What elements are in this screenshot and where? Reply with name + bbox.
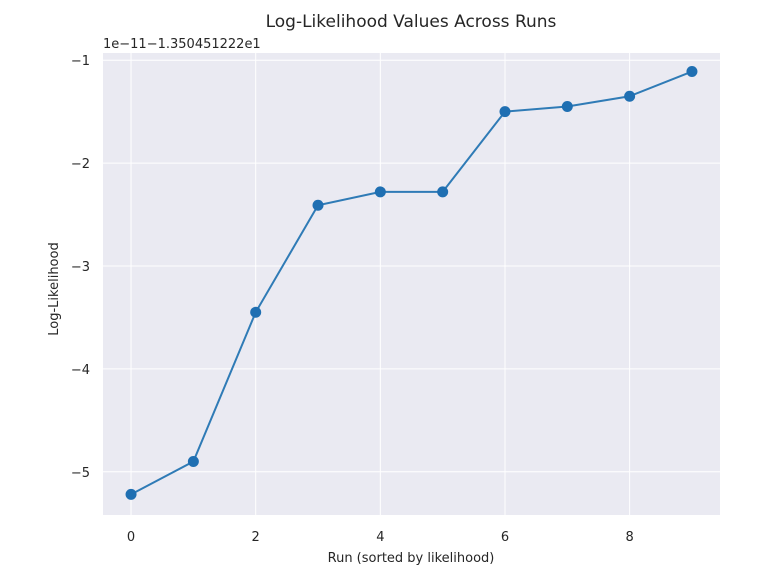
series-line <box>130 70 693 496</box>
data-point <box>187 455 199 467</box>
series-line-path <box>130 70 693 496</box>
data-point <box>499 106 511 118</box>
y-tick-label: −3 <box>71 260 90 275</box>
x-tick-label: 6 <box>501 530 509 545</box>
y-tick-label: −4 <box>71 363 90 378</box>
plot-area <box>103 53 720 515</box>
data-point <box>437 186 449 198</box>
y-axis-ticks: −5 −4 −3 −2 −1 <box>71 54 90 481</box>
x-axis-ticks: 0 2 4 6 8 <box>127 530 634 545</box>
data-point <box>312 199 324 211</box>
data-point <box>561 101 573 113</box>
x-axis-label: Run (sorted by likelihood) <box>328 551 495 566</box>
x-tick-label: 0 <box>127 530 135 545</box>
data-point <box>624 90 636 102</box>
y-tick-label: −1 <box>71 54 90 69</box>
x-tick-label: 2 <box>252 530 260 545</box>
data-point <box>374 186 386 198</box>
y-offset-label: 1e−11−1.350451222e1 <box>103 37 261 52</box>
x-tick-label: 4 <box>376 530 384 545</box>
data-point <box>686 66 698 78</box>
data-point <box>250 306 262 318</box>
y-axis-label: Log-Likelihood <box>47 242 62 335</box>
y-tick-label: −2 <box>71 157 90 172</box>
grid-lines <box>103 53 720 515</box>
data-markers <box>125 66 698 500</box>
data-point <box>125 488 137 500</box>
y-tick-label: −5 <box>71 466 90 481</box>
x-tick-label: 8 <box>625 530 633 545</box>
chart-title: Log-Likelihood Values Across Runs <box>266 12 557 32</box>
